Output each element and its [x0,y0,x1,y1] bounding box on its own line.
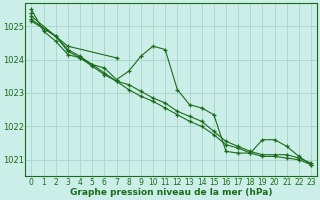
X-axis label: Graphe pression niveau de la mer (hPa): Graphe pression niveau de la mer (hPa) [70,188,273,197]
